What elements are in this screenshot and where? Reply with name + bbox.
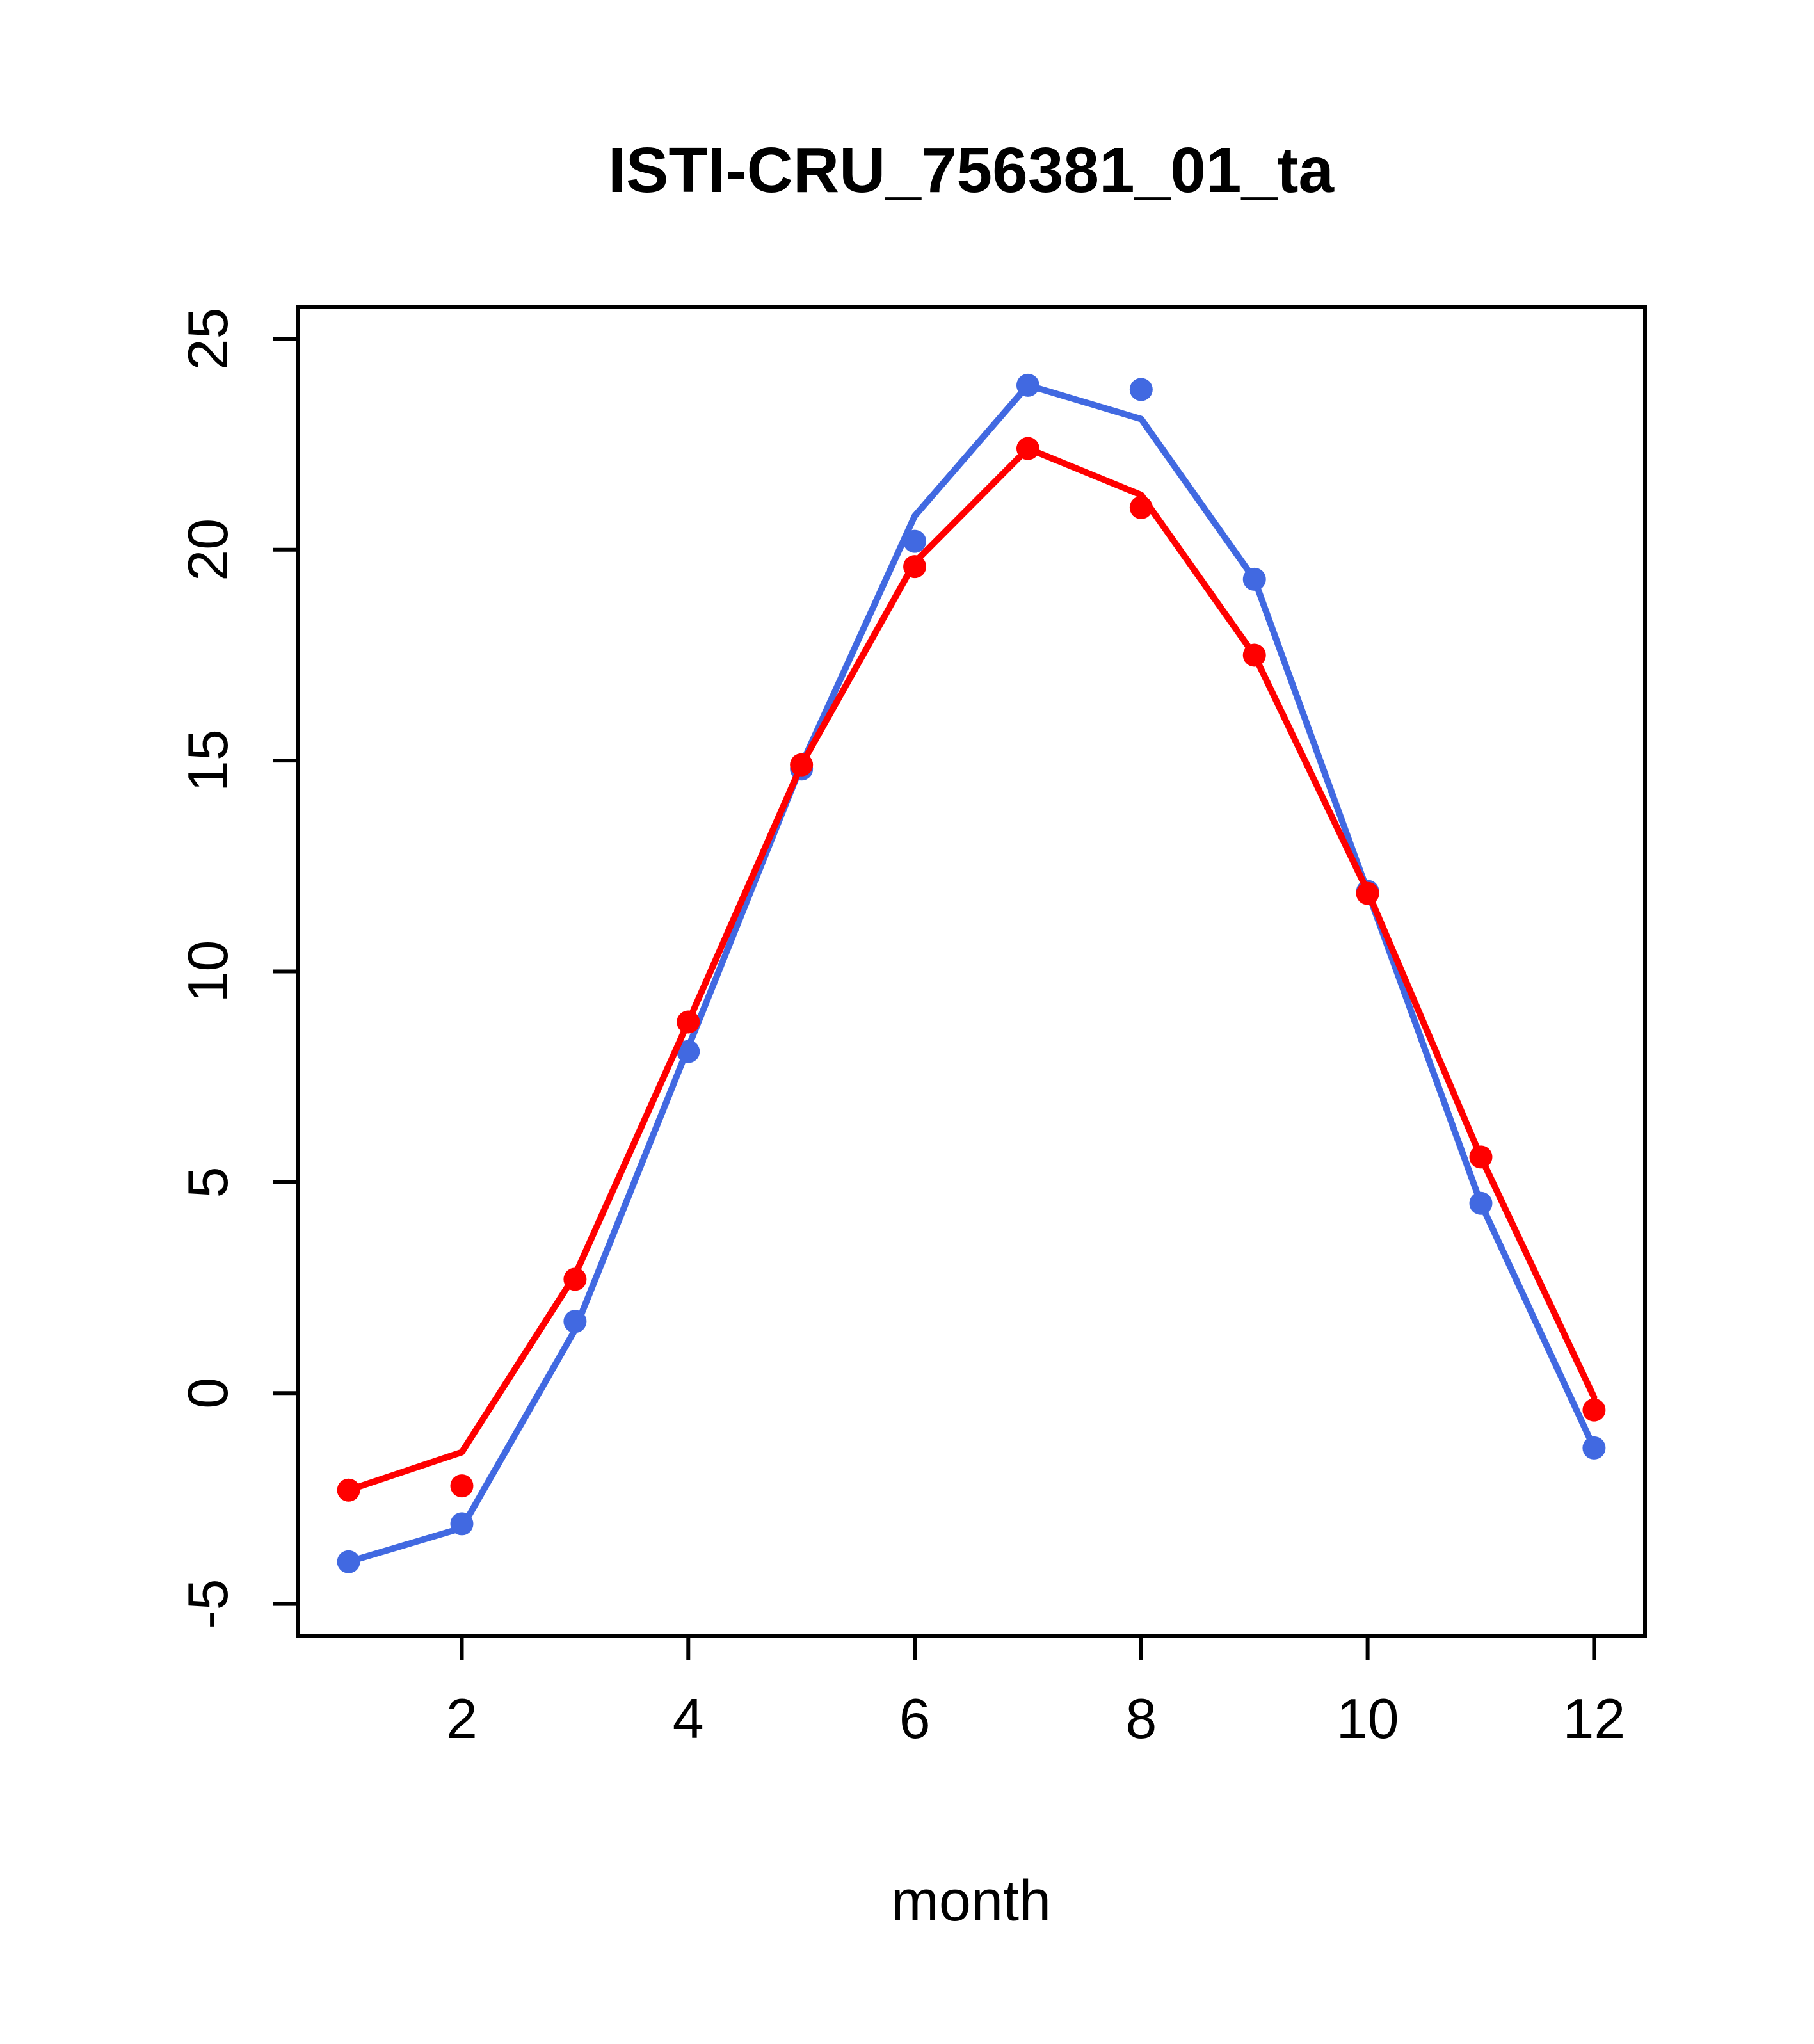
blue-series-point	[450, 1512, 474, 1536]
y-tick-label: 10	[176, 940, 239, 1003]
y-tick-label: 20	[176, 519, 239, 581]
red-series-point	[450, 1474, 474, 1498]
blue-series-point	[903, 529, 927, 553]
blue-series-line	[345, 382, 1598, 1565]
y-tick-label: 5	[176, 1166, 239, 1198]
red-series-line	[345, 445, 1598, 1493]
red-series-point	[1582, 1398, 1606, 1422]
red-series-point	[677, 1010, 700, 1034]
blue-series-point	[1016, 373, 1039, 397]
blue-series-point	[563, 1310, 587, 1333]
y-tick-label: 25	[176, 307, 239, 370]
y-tick-label: 0	[176, 1378, 239, 1409]
red-series-point	[1356, 881, 1379, 905]
red-series-point	[1242, 643, 1266, 667]
red-series-point	[1016, 437, 1039, 460]
red-series-point	[903, 555, 927, 579]
red-series-point	[337, 1478, 360, 1502]
y-tick-label: 15	[176, 729, 239, 792]
x-tick-label: 6	[899, 1687, 931, 1750]
red-series-point	[563, 1267, 587, 1291]
x-tick-label: 4	[673, 1687, 704, 1750]
red-series-point	[1129, 495, 1153, 519]
x-axis-label: month	[891, 1869, 1051, 1933]
blue-series-point	[337, 1550, 360, 1573]
blue-series-point	[1129, 378, 1153, 401]
blue-series-point	[1242, 567, 1266, 591]
x-tick-label: 12	[1562, 1687, 1625, 1750]
blue-series-point	[677, 1040, 700, 1063]
x-tick-label: 10	[1336, 1687, 1399, 1750]
red-series-point	[1469, 1145, 1493, 1169]
y-tick-label: -5	[176, 1579, 239, 1629]
x-tick-label: 8	[1125, 1687, 1157, 1750]
blue-series-point	[1582, 1436, 1606, 1460]
red-series-point	[790, 753, 814, 777]
blue-series-point	[1469, 1191, 1493, 1215]
x-tick-label: 2	[446, 1687, 478, 1750]
chart-title: ISTI-CRU_756381_01_ta	[608, 134, 1335, 206]
